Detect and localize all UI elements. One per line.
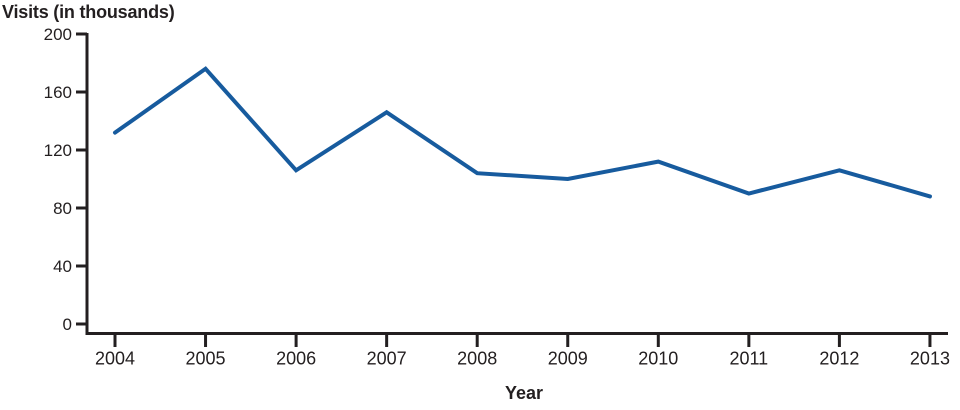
y-tick-label: 120 xyxy=(44,141,72,160)
x-tick-label: 2007 xyxy=(367,349,407,369)
x-tick-label: 2011 xyxy=(729,349,768,369)
x-tick-label: 2008 xyxy=(457,349,497,369)
x-tick-label: 2012 xyxy=(819,349,859,369)
x-tick-label: 2013 xyxy=(910,349,950,369)
y-tick-label: 0 xyxy=(63,315,72,334)
y-tick-label: 200 xyxy=(44,25,72,44)
x-tick-label: 2009 xyxy=(548,349,588,369)
y-tick-label: 80 xyxy=(53,199,72,218)
x-axis-title: Year xyxy=(504,383,544,403)
x-tick-label: 2005 xyxy=(186,349,226,369)
y-tick-label: 40 xyxy=(53,257,72,276)
y-tick-label: 160 xyxy=(44,83,72,102)
data-line xyxy=(113,66,932,199)
x-tick-label: 2010 xyxy=(638,349,678,369)
x-tick-label: 2006 xyxy=(276,349,316,369)
x-tick-label: 2004 xyxy=(95,349,135,369)
y-axis-title: Visits (in thousands) xyxy=(2,2,175,22)
